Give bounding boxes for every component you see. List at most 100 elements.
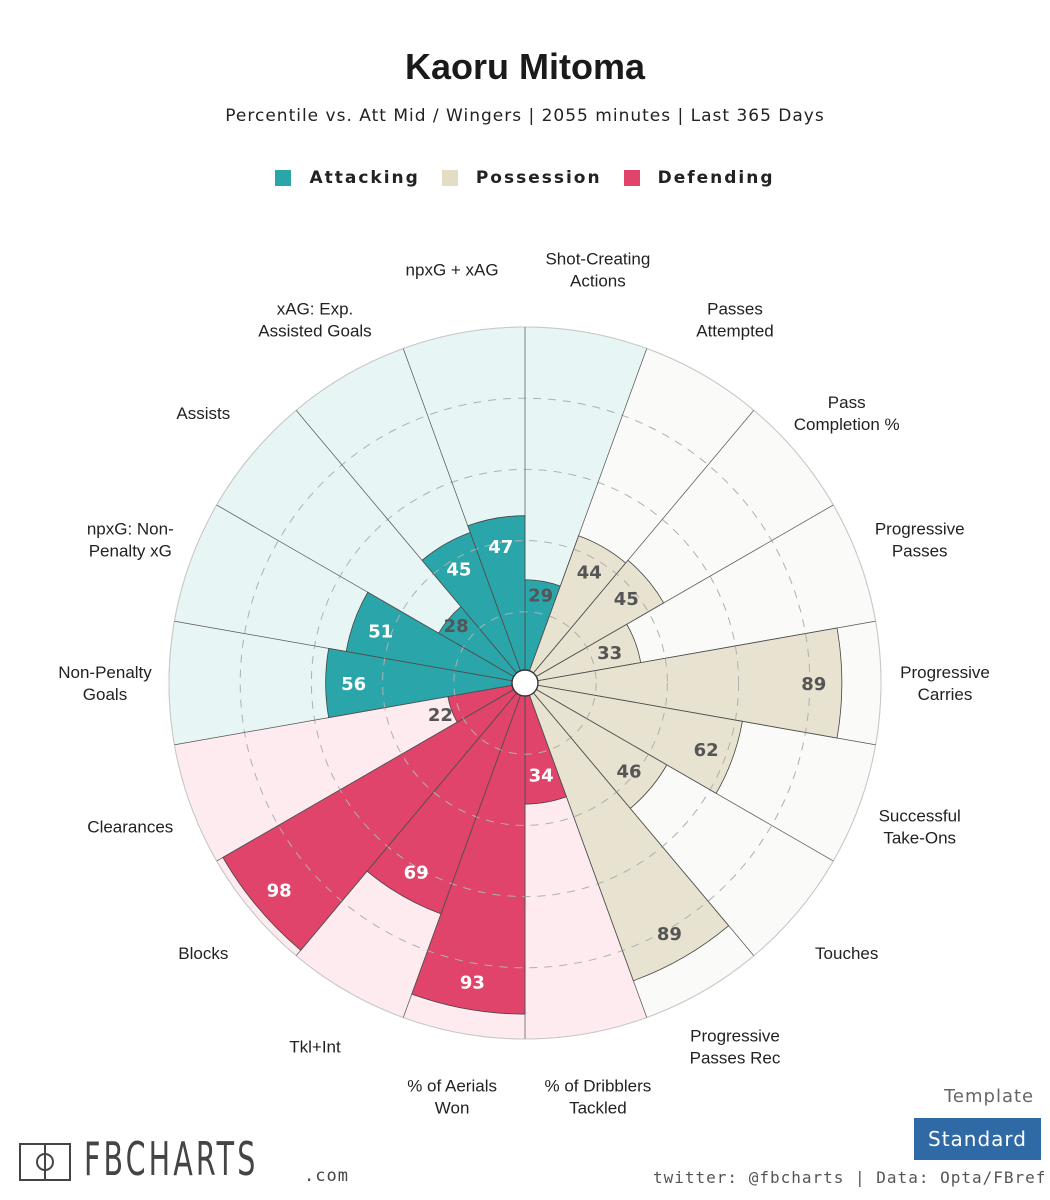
logo-suffix: .com — [304, 1166, 349, 1186]
spoke-line — [524, 348, 648, 684]
category-label-xag-exp-assisted-goals: xAG: Exp. Assisted Goals — [258, 299, 371, 340]
spoke-line — [216, 504, 526, 684]
logo-text: FBCHARTS — [84, 1132, 259, 1186]
chart-subtitle: Percentile vs. Att Mid / Wingers | 2055 … — [225, 106, 825, 126]
value-label-shot-creating-actions: 29 — [528, 585, 553, 606]
spoke-line — [524, 504, 834, 684]
value-label-blocks: 98 — [267, 880, 292, 901]
value-label-progressive-passes-rec: 89 — [657, 924, 682, 945]
category-label-line: Passes — [707, 299, 763, 318]
center-hole — [511, 669, 539, 697]
spoke-line — [216, 682, 526, 862]
value-label-npxg-non-penalty-xg: 51 — [368, 622, 393, 643]
spoke-line — [524, 682, 648, 1018]
value-label-touches: 46 — [616, 761, 641, 782]
category-label-progressive-carries: Progressive Carries — [900, 663, 990, 704]
value-label-clearances: 22 — [428, 705, 453, 726]
category-label-line: % of Aerials — [407, 1077, 497, 1096]
spoke-line — [402, 348, 526, 684]
value-label-tkl-int: 69 — [404, 863, 429, 884]
category-label-line: Actions — [570, 271, 626, 290]
template-label: Template — [944, 1086, 1035, 1107]
legend-item-possession: Possession — [441, 168, 602, 188]
category-label-shot-creating-actions: Shot-Creating Actions — [545, 249, 650, 290]
spoke-line — [524, 682, 834, 862]
category-label-of-dribblers-tackled: % of Dribblers Tackled — [545, 1077, 652, 1118]
category-label-blocks: Blocks — [178, 944, 228, 963]
footer-credit: twitter: @fbcharts | Data: Opta/FBref — [653, 1168, 1047, 1187]
value-label-assists: 28 — [444, 616, 469, 637]
category-label-line: % of Dribblers — [545, 1077, 652, 1096]
value-label-progressive-passes: 33 — [597, 643, 622, 664]
category-label-line: Goals — [83, 685, 127, 704]
category-label-progressive-passes: Progressive Passes — [875, 519, 965, 560]
value-label-of-aerials-won: 93 — [460, 973, 485, 994]
template-standard-button[interactable]: Standard — [914, 1118, 1041, 1160]
legend-label-attacking: Attacking — [309, 168, 420, 188]
spoke-line — [524, 620, 876, 684]
category-label-npxg-xag: npxG + xAG — [406, 260, 499, 279]
category-label-line: Take-Ons — [883, 829, 956, 848]
legend: Attacking Possession Defending — [0, 168, 1050, 188]
category-label-line: Shot-Creating — [545, 249, 650, 268]
category-label-line: xAG: Exp. — [277, 299, 354, 318]
legend-label-possession: Possession — [475, 168, 602, 188]
spoke-line — [174, 620, 526, 684]
value-label-pass-completion: 45 — [614, 589, 639, 610]
category-label-line: Non-Penalty — [58, 663, 152, 682]
category-label-line: Progressive — [875, 519, 965, 538]
legend-swatch-possession — [441, 170, 458, 186]
legend-swatch-defending — [623, 170, 640, 186]
category-label-line: Clearances — [87, 818, 173, 837]
chart-title: Kaoru Mitoma — [404, 46, 645, 87]
category-label-clearances: Clearances — [87, 818, 173, 837]
category-label-line: Successful — [879, 807, 961, 826]
category-label-line: Pass — [828, 393, 866, 412]
category-label-passes-attempted: Passes Attempted — [696, 299, 774, 340]
spoke-line — [295, 682, 526, 956]
category-label-line: Penalty xG — [89, 541, 172, 560]
pitch-icon — [19, 1143, 71, 1181]
value-label-successful-take-ons: 62 — [694, 740, 719, 761]
category-label-line: Touches — [815, 944, 878, 963]
grid-ring-40 — [382, 540, 668, 826]
category-label-line: Assists — [176, 404, 230, 423]
category-label-touches: Touches — [815, 944, 878, 963]
category-label-line: Assisted Goals — [258, 321, 371, 340]
category-label-pass-completion: Pass Completion % — [794, 393, 900, 434]
category-label-line: Progressive — [900, 663, 990, 682]
value-label-non-penalty-goals: 56 — [341, 674, 366, 695]
category-label-line: Tackled — [569, 1099, 627, 1118]
value-label-of-dribblers-tackled: 34 — [529, 766, 554, 787]
category-label-line: Progressive — [690, 1027, 780, 1046]
fbcharts-logo: FBCHARTS .com — [18, 1132, 365, 1186]
category-label-line: npxG + xAG — [406, 260, 499, 279]
category-label-line: Attempted — [696, 321, 774, 340]
value-label-xag-exp-assisted-goals: 45 — [446, 560, 471, 581]
category-label-successful-take-ons: Successful Take-Ons — [879, 807, 961, 848]
category-label-line: Carries — [918, 685, 973, 704]
category-label-line: npxG: Non- — [87, 519, 174, 538]
category-label-tkl-int: Tkl+Int — [289, 1038, 341, 1057]
spoke-line — [174, 682, 526, 746]
spoke-line — [524, 410, 755, 684]
spoke-line — [524, 682, 876, 746]
spoke-line — [295, 410, 526, 684]
spoke-line — [402, 682, 526, 1018]
category-label-assists: Assists — [176, 404, 230, 423]
category-label-of-aerials-won: % of Aerials Won — [407, 1077, 497, 1118]
category-label-line: Tkl+Int — [289, 1038, 341, 1057]
category-label-line: Passes Rec — [690, 1049, 781, 1068]
spoke-line — [524, 682, 755, 956]
category-label-line: Won — [435, 1099, 470, 1118]
legend-label-defending: Defending — [657, 168, 775, 188]
value-label-npxg-xag: 47 — [488, 537, 513, 558]
category-label-line: Completion % — [794, 415, 900, 434]
category-label-progressive-passes-rec: Progressive Passes Rec — [690, 1027, 781, 1068]
category-label-npxg-non-penalty-xg: npxG: Non- Penalty xG — [87, 519, 174, 560]
category-label-line: Blocks — [178, 944, 228, 963]
category-label-non-penalty-goals: Non-Penalty Goals — [58, 663, 152, 704]
legend-item-defending: Defending — [623, 168, 775, 188]
category-label-line: Passes — [892, 541, 948, 560]
